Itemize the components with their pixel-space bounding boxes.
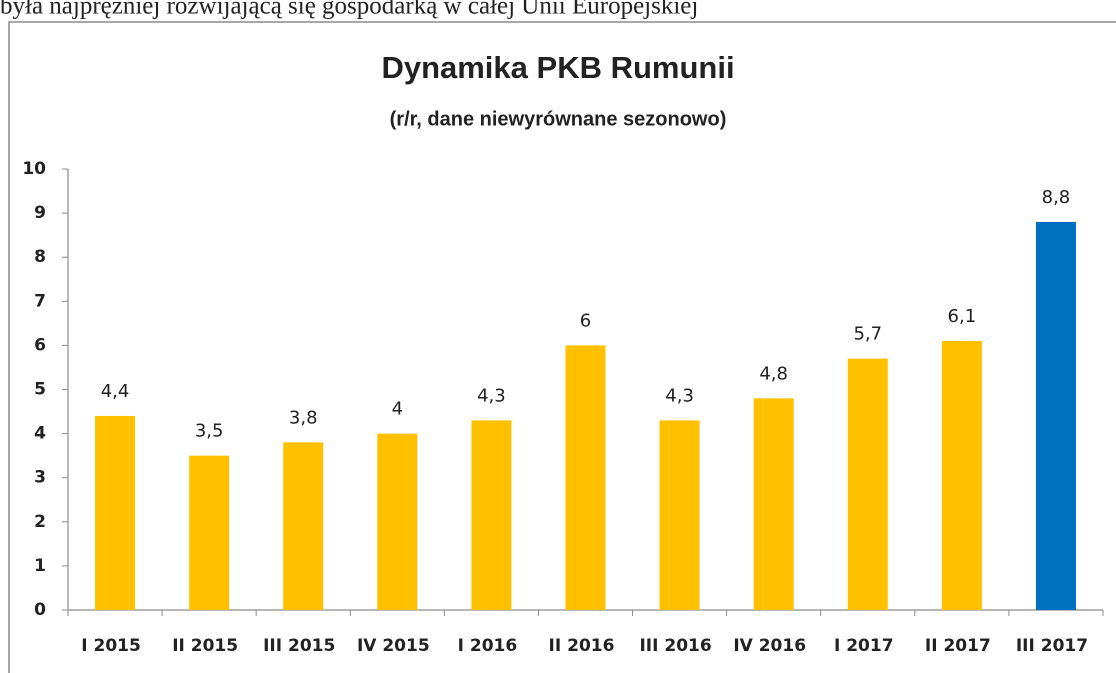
bar: [847, 358, 888, 610]
bar: [189, 455, 230, 610]
bar: [941, 340, 982, 610]
y-tick-label: 5: [34, 380, 46, 400]
x-tick-label: I 2016: [458, 636, 518, 656]
data-label: 3,5: [195, 421, 224, 442]
x-tick-label: II 2016: [549, 636, 615, 656]
x-tick-label: III 2017: [1016, 636, 1088, 656]
data-label: 6: [580, 310, 591, 331]
data-label: 4,3: [665, 385, 694, 406]
y-tick-label: 6: [34, 335, 46, 355]
bar: [377, 433, 418, 610]
x-tick-label: II 2015: [172, 636, 238, 656]
y-tick-label: 9: [34, 203, 46, 223]
data-label: 3,8: [289, 407, 318, 428]
x-tick-label: II 2017: [925, 636, 991, 656]
context-text: była najprężniej rozwijającą się gospoda…: [0, 0, 698, 20]
bar: [659, 420, 700, 610]
x-tick-label: I 2015: [81, 636, 141, 656]
y-tick-label: 1: [34, 556, 46, 576]
bar: [283, 442, 324, 610]
bar: [753, 398, 794, 610]
y-tick-label: 7: [34, 291, 46, 311]
chart-subtitle: (r/r, dane niewyrównane sezonowo): [390, 108, 727, 130]
y-tick-label: 3: [34, 468, 46, 488]
bar: [95, 415, 136, 610]
x-tick-label: III 2016: [639, 636, 711, 656]
y-tick-label: 10: [22, 159, 46, 179]
x-tick-label: III 2015: [263, 636, 335, 656]
data-label: 4,3: [477, 385, 506, 406]
y-tick-label: 4: [34, 424, 46, 444]
bar: [565, 345, 606, 610]
bar: [471, 420, 512, 610]
data-label: 4,4: [101, 381, 130, 402]
x-tick-label: I 2017: [834, 636, 894, 656]
y-tick-label: 8: [34, 247, 46, 267]
data-label: 8,8: [1042, 187, 1071, 208]
bar: [1035, 221, 1076, 611]
chart-title: Dynamika PKB Rumunii: [381, 50, 734, 85]
y-tick-label: 2: [34, 512, 46, 532]
data-label: 4,8: [759, 363, 788, 384]
data-label: 4: [392, 399, 403, 420]
chart-frame: [8, 21, 1116, 673]
x-tick-label: IV 2015: [357, 636, 430, 656]
data-label: 5,7: [853, 324, 882, 345]
data-label: 6,1: [948, 306, 977, 327]
y-tick-label: 0: [34, 600, 46, 620]
x-tick-label: IV 2016: [733, 636, 806, 656]
